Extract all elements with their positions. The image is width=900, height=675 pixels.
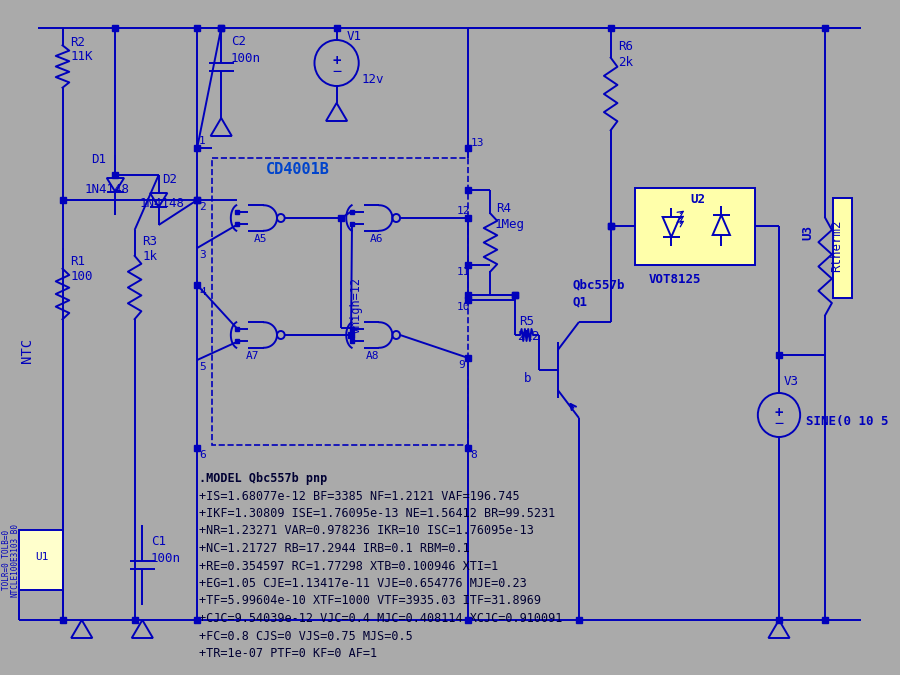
Text: NTCLE100E3103_B0: NTCLE100E3103_B0 (10, 523, 19, 597)
Text: b: b (524, 372, 532, 385)
Text: −: − (332, 63, 341, 78)
Text: 2k: 2k (618, 56, 634, 69)
Text: R1: R1 (70, 255, 86, 268)
Text: 100n: 100n (230, 52, 261, 65)
Text: A8: A8 (365, 351, 379, 361)
Text: R3: R3 (142, 235, 157, 248)
Text: 1N4148: 1N4148 (85, 183, 130, 196)
Text: R6: R6 (618, 40, 634, 53)
Text: +TR=1e-07 PTF=0 KF=0 AF=1: +TR=1e-07 PTF=0 KF=0 AF=1 (199, 647, 377, 660)
Text: 100: 100 (70, 270, 93, 283)
Text: 1: 1 (199, 136, 206, 146)
Text: VOT8125: VOT8125 (648, 273, 701, 286)
Text: +NC=1.21727 RB=17.2944 IRB=0.1 RBM=0.1: +NC=1.21727 RB=17.2944 IRB=0.1 RBM=0.1 (199, 542, 470, 555)
Text: +FC=0.8 CJS=0 VJS=0.75 MJS=0.5: +FC=0.8 CJS=0 VJS=0.75 MJS=0.5 (199, 630, 413, 643)
Text: A5: A5 (254, 234, 267, 244)
Text: Qbc557b: Qbc557b (572, 278, 625, 291)
Text: D1: D1 (92, 153, 106, 166)
Text: R2: R2 (70, 36, 86, 49)
Bar (19, 530, 62, 590)
Text: C1: C1 (151, 535, 166, 548)
Text: NTC: NTC (20, 338, 34, 362)
Text: 4: 4 (199, 287, 206, 297)
Text: 9: 9 (459, 360, 465, 370)
Text: 2: 2 (199, 202, 206, 212)
Text: SINE(0 10 5: SINE(0 10 5 (806, 415, 888, 428)
Text: +IKF=1.30809 ISE=1.76095e-13 NE=1.56412 BR=99.5231: +IKF=1.30809 ISE=1.76095e-13 NE=1.56412 … (199, 507, 555, 520)
Text: +CJC=9.54039e-12 VJC=0.4 MJC=0.408114 XCJC=0.910091: +CJC=9.54039e-12 VJC=0.4 MJC=0.408114 XC… (199, 612, 562, 625)
Text: V1: V1 (346, 30, 361, 43)
Text: U2: U2 (690, 193, 706, 206)
Bar (634, 188, 755, 265)
Text: 1k: 1k (142, 250, 157, 263)
Text: Rtherm2: Rtherm2 (830, 220, 843, 273)
Text: +IS=1.68077e-12 BF=3385 NF=1.2121 VAF=196.745: +IS=1.68077e-12 BF=3385 NF=1.2121 VAF=19… (199, 489, 519, 502)
Text: R5: R5 (519, 315, 535, 328)
Text: 1N4148: 1N4148 (140, 197, 184, 210)
Text: R4: R4 (496, 202, 511, 215)
Text: 13: 13 (471, 138, 484, 148)
Text: V3: V3 (784, 375, 799, 388)
Text: +: + (775, 406, 783, 420)
Text: U1: U1 (36, 552, 50, 562)
Text: 1Meg: 1Meg (494, 218, 525, 231)
Text: C2: C2 (230, 35, 246, 48)
Text: 12: 12 (457, 206, 471, 216)
Text: 100n: 100n (151, 552, 181, 565)
Text: 3: 3 (199, 250, 206, 260)
Text: 11: 11 (457, 267, 471, 277)
Text: +TF=5.99604e-10 XTF=1000 VTF=3935.03 ITF=31.8969: +TF=5.99604e-10 XTF=1000 VTF=3935.03 ITF… (199, 595, 541, 608)
Text: TOLR=0 TOLB=0: TOLR=0 TOLB=0 (2, 530, 11, 590)
Text: A7: A7 (247, 351, 260, 361)
Text: Q1: Q1 (572, 295, 587, 308)
Text: +NR=1.23271 VAR=0.978236 IKR=10 ISC=1.76095e-13: +NR=1.23271 VAR=0.978236 IKR=10 ISC=1.76… (199, 524, 534, 537)
Text: 12v: 12v (362, 73, 384, 86)
Text: 6: 6 (199, 450, 206, 460)
Text: U3: U3 (801, 225, 814, 240)
Text: A6: A6 (369, 234, 382, 244)
Bar (212, 158, 468, 445)
Text: 8: 8 (471, 450, 477, 460)
Text: +: + (332, 54, 341, 68)
Text: +RE=0.354597 RC=1.77298 XTB=0.100946 XTI=1: +RE=0.354597 RC=1.77298 XTB=0.100946 XTI… (199, 560, 499, 572)
Text: −: − (774, 416, 784, 431)
Text: 11K: 11K (70, 50, 93, 63)
Bar (832, 198, 852, 298)
Text: 5: 5 (199, 362, 206, 372)
Text: .MODEL Qbc557b pnp: .MODEL Qbc557b pnp (199, 472, 328, 485)
Text: +EG=1.05 CJE=1.13417e-11 VJE=0.654776 MJE=0.23: +EG=1.05 CJE=1.13417e-11 VJE=0.654776 MJ… (199, 577, 526, 590)
Text: CD4001B: CD4001B (266, 162, 330, 177)
Text: 2k2: 2k2 (518, 330, 540, 343)
Text: 10: 10 (457, 302, 471, 312)
Text: Vhigh=12: Vhigh=12 (349, 277, 363, 333)
Text: D2: D2 (163, 173, 177, 186)
